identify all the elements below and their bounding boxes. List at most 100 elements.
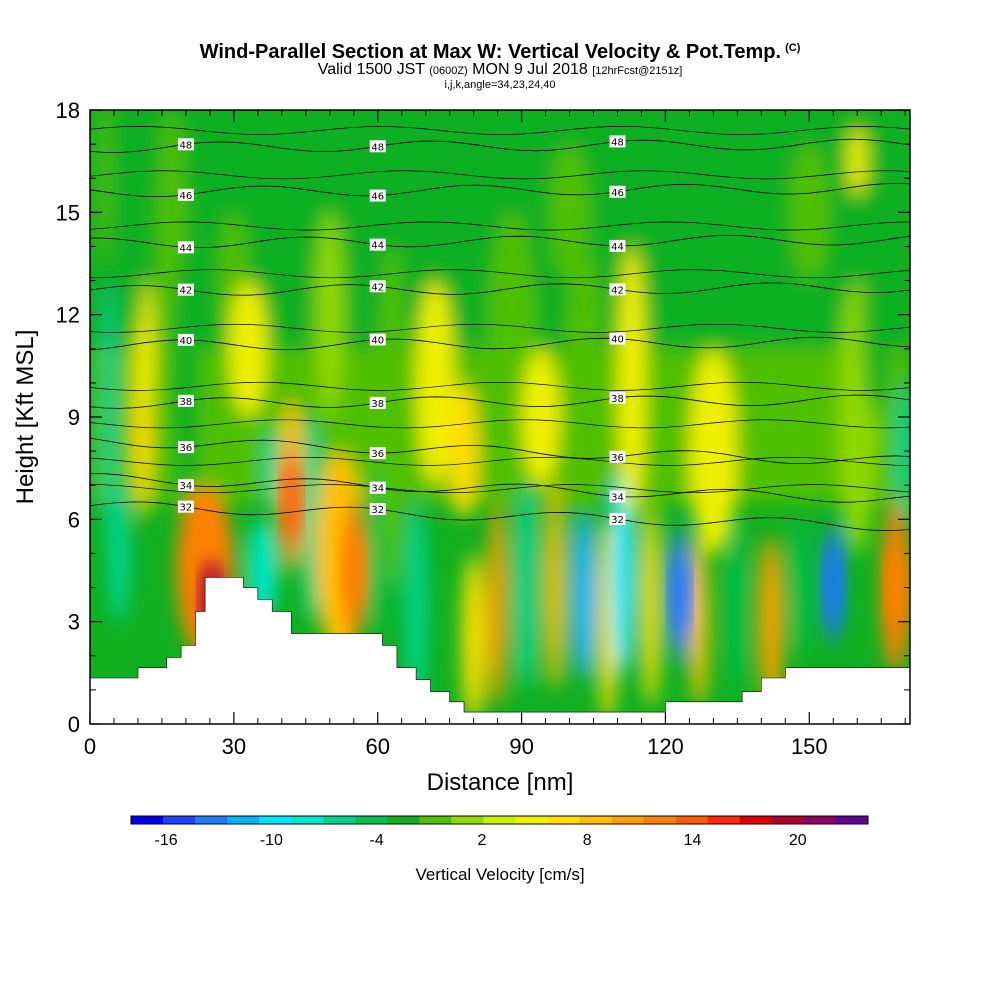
velocity-cell — [98, 110, 111, 264]
velocity-cell — [790, 519, 810, 656]
colorbar-tick-label: -4 — [370, 832, 384, 849]
contour-label: 44 — [371, 241, 384, 252]
theta-contour — [90, 501, 910, 532]
contour-label-box — [609, 239, 626, 252]
colorbar-swatch — [643, 816, 677, 824]
theta-contour — [90, 221, 910, 231]
contour-label: 38 — [180, 397, 193, 408]
contour-label-box — [609, 283, 626, 296]
x-tick-label: 90 — [509, 734, 533, 759]
velocity-cell — [571, 509, 596, 680]
contour-label-box — [177, 241, 194, 254]
contour-label-box — [369, 503, 386, 516]
velocity-cell — [727, 519, 747, 690]
contour-label: 32 — [611, 515, 624, 526]
velocity-cell — [564, 246, 604, 520]
colorbar-swatch — [387, 816, 420, 824]
velocity-max-cell — [343, 530, 364, 611]
contour-label-box — [177, 441, 194, 454]
velocity-cell — [641, 502, 661, 707]
velocity-cell — [790, 144, 829, 281]
colorbar: -16 -10 -4 2 8 14 20 Vertical Velocity [cm/s] — [130, 815, 869, 884]
theta-contour — [90, 473, 910, 503]
colorbar-swatch — [259, 816, 292, 824]
theta-contour — [90, 234, 910, 249]
contour-label-box — [609, 332, 626, 345]
colorbar-swatch — [163, 816, 196, 824]
contour-label: 46 — [180, 191, 193, 202]
y-tick-label: 3 — [68, 610, 80, 635]
contour-label: 38 — [611, 394, 624, 405]
contour-label-box — [369, 189, 386, 202]
terrain-profile — [90, 577, 910, 724]
theta-contour — [90, 381, 910, 391]
velocity-max-cell — [823, 544, 844, 625]
colorbar-swatch — [547, 816, 580, 824]
x-axis-title: Distance [nm] — [427, 769, 574, 796]
contour-label-box — [369, 396, 386, 409]
colorbar-swatch — [131, 816, 164, 824]
contour-label: 34 — [371, 484, 384, 495]
colorbar-swatch — [355, 816, 388, 824]
x-tick-label: 30 — [222, 734, 246, 759]
theta-contour — [90, 484, 910, 494]
velocity-cell — [689, 536, 709, 707]
colorbar-swatch — [323, 816, 356, 824]
contour-label-box — [609, 512, 626, 525]
contour-label-box — [609, 490, 626, 503]
velocity-max-cell — [885, 547, 906, 628]
theta-contour — [90, 282, 910, 296]
contour-label-box — [177, 394, 194, 407]
contour-label: 36 — [180, 443, 193, 454]
theta-contour — [90, 126, 910, 135]
contour-label-box — [369, 238, 386, 251]
chart-subtitle: Valid 1500 JST (0600Z) MON 9 Jul 2018 [1… — [0, 62, 1000, 79]
colorbar-swatch — [707, 816, 741, 824]
colorbar-swatch — [195, 816, 228, 824]
colorbar-tick-label: 8 — [583, 832, 592, 849]
colorbar-swatch — [515, 816, 548, 824]
colorbar-swatch — [291, 816, 324, 824]
copyright-mark: (C) — [785, 42, 801, 54]
colorbar-swatch — [483, 816, 516, 824]
forecast-info: [12hrFcst@2151z] — [592, 65, 683, 77]
contour-label: 34 — [180, 481, 193, 492]
velocity-cell — [262, 427, 282, 510]
contour-label: 44 — [180, 243, 193, 254]
terrain — [90, 577, 910, 724]
theta-contour — [90, 323, 910, 333]
contour-label-box — [369, 333, 386, 346]
utc-time: (0600Z) — [429, 65, 468, 77]
contour-label-box — [609, 391, 626, 404]
contour-label: 42 — [180, 286, 193, 297]
contour-label-box — [177, 188, 194, 201]
contour-label: 42 — [611, 285, 624, 296]
contour-label: 48 — [180, 140, 193, 151]
colorbar-swatch — [739, 816, 773, 824]
colorbar-tick-label: 20 — [789, 832, 807, 849]
grid-info: i,j,k,angle=34,23,24,40 — [444, 79, 556, 91]
contour-label: 34 — [611, 492, 624, 503]
theta-contour — [90, 336, 910, 351]
contour-label: 48 — [611, 137, 624, 148]
colorbar-swatch — [771, 816, 805, 824]
x-tick-label: 60 — [365, 734, 389, 759]
contour-label: 46 — [371, 192, 384, 203]
velocity-cell — [550, 144, 589, 281]
x-tick-label: 0 — [84, 734, 96, 759]
colorbar-swatch — [579, 816, 612, 824]
contour-label-box — [369, 447, 386, 460]
velocity-cell — [862, 212, 891, 417]
velocity-cell — [300, 416, 321, 622]
contour-label: 40 — [371, 336, 384, 347]
theta-contour — [90, 437, 910, 465]
contour-label: 44 — [611, 242, 624, 253]
colorbar-tick-label: -16 — [155, 832, 178, 849]
colorbar-tick-label: -10 — [260, 832, 283, 849]
contour-label: 48 — [371, 142, 384, 153]
contour-label-box — [609, 450, 626, 463]
y-tick-label: 15 — [56, 200, 80, 225]
theta-contour — [90, 170, 910, 180]
contour-label: 42 — [371, 282, 384, 293]
